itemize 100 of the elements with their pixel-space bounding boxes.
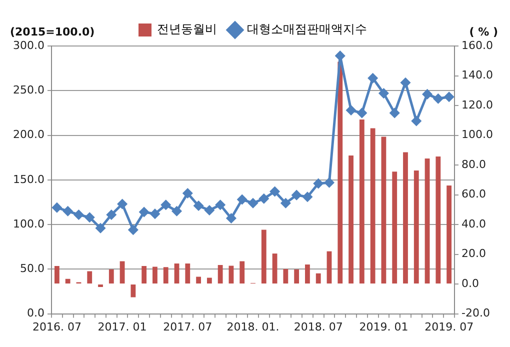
point xyxy=(237,194,247,204)
point xyxy=(106,210,116,220)
x-tick-label: 2016. 07 xyxy=(32,320,82,334)
y2-tick-label: 80.0 xyxy=(462,158,486,171)
point xyxy=(161,200,171,210)
y-tick-label: 0.0 xyxy=(26,306,44,320)
legend-label: 전년동월비 xyxy=(157,22,217,36)
point xyxy=(324,178,334,188)
bar xyxy=(185,264,190,284)
y-tick-label: 150.0 xyxy=(12,172,44,186)
y2-tick-label: -20.0 xyxy=(462,306,490,320)
legend-label: 대형소매점판매액지수 xyxy=(247,22,367,36)
y2-tick-label: 40.0 xyxy=(462,217,486,230)
point xyxy=(248,198,258,208)
y2-tick-label: 0.0 xyxy=(462,276,480,290)
point xyxy=(270,186,280,196)
bar xyxy=(436,156,441,284)
point xyxy=(292,190,302,200)
point xyxy=(422,89,432,99)
point xyxy=(204,206,214,215)
point xyxy=(259,194,269,204)
x-tick-label: 2019. 01 xyxy=(359,320,408,334)
y-tick-label: 100.0 xyxy=(12,217,44,230)
bar xyxy=(403,152,408,284)
point xyxy=(378,88,388,98)
y2-tick-label: 120.0 xyxy=(462,98,494,112)
y-tick-label: 300.0 xyxy=(12,38,44,52)
point xyxy=(118,199,128,209)
bar xyxy=(65,278,70,284)
bar xyxy=(120,261,125,284)
point xyxy=(390,108,400,118)
bar xyxy=(348,156,354,284)
bar xyxy=(142,266,147,284)
bar xyxy=(87,271,92,284)
point xyxy=(128,225,138,235)
point xyxy=(346,106,356,116)
bar xyxy=(196,276,201,284)
y-tick-label: 200.0 xyxy=(12,128,44,142)
bar xyxy=(316,273,321,284)
y-tick-label: 250.0 xyxy=(12,83,44,96)
bar xyxy=(98,284,103,288)
bar xyxy=(54,266,60,284)
x-tick-label: 2018. 07 xyxy=(294,320,343,334)
bar xyxy=(218,265,223,284)
point xyxy=(314,178,324,188)
bar xyxy=(338,62,343,284)
point xyxy=(400,78,410,88)
bar xyxy=(228,266,234,284)
point xyxy=(194,201,204,211)
y2-axis-title: ( % ) xyxy=(469,25,498,38)
point xyxy=(63,206,73,216)
bar xyxy=(174,264,180,284)
bar xyxy=(446,186,452,284)
point xyxy=(368,73,378,83)
y2-tick-label: 100.0 xyxy=(462,128,494,142)
point xyxy=(150,209,160,219)
point xyxy=(96,223,106,233)
bar xyxy=(326,251,332,284)
bar xyxy=(206,278,212,284)
bar xyxy=(381,136,386,284)
bar xyxy=(392,172,398,284)
point xyxy=(52,202,62,212)
bar xyxy=(283,269,288,284)
point xyxy=(302,192,312,202)
y2-tick-label: 160.0 xyxy=(462,38,494,52)
point xyxy=(412,116,422,126)
point xyxy=(216,200,226,210)
point xyxy=(280,198,290,208)
point xyxy=(226,214,236,224)
bar xyxy=(163,267,168,284)
y-tick-label: 50.0 xyxy=(20,262,44,276)
point xyxy=(444,92,454,102)
point xyxy=(182,188,192,198)
y2-tick-label: 140.0 xyxy=(462,68,494,82)
x-tick-label: 2017. 01 xyxy=(98,320,147,334)
point xyxy=(335,51,345,61)
bar xyxy=(130,284,136,298)
bar xyxy=(261,230,266,284)
bar xyxy=(272,254,278,284)
point xyxy=(84,212,94,222)
x-tick-label: 2018. 01. xyxy=(226,320,280,334)
point xyxy=(357,108,367,118)
bar xyxy=(424,158,430,284)
y2-tick-label: 20.0 xyxy=(462,247,486,260)
bar xyxy=(414,170,419,284)
bar xyxy=(240,261,245,284)
x-tick-label: 2017. 07 xyxy=(163,320,212,334)
bar xyxy=(305,264,310,284)
y2-tick-label: 60.0 xyxy=(462,188,486,201)
bar xyxy=(108,269,114,284)
point xyxy=(433,94,443,104)
bar xyxy=(294,269,300,284)
x-tick-label: 2019. 07 xyxy=(424,320,474,334)
point xyxy=(172,206,182,216)
y-axis-title: (2015=100.0) xyxy=(10,25,95,38)
bar xyxy=(370,128,376,284)
bar xyxy=(359,119,364,284)
point xyxy=(74,210,84,220)
point xyxy=(139,207,149,217)
bar xyxy=(152,266,158,284)
